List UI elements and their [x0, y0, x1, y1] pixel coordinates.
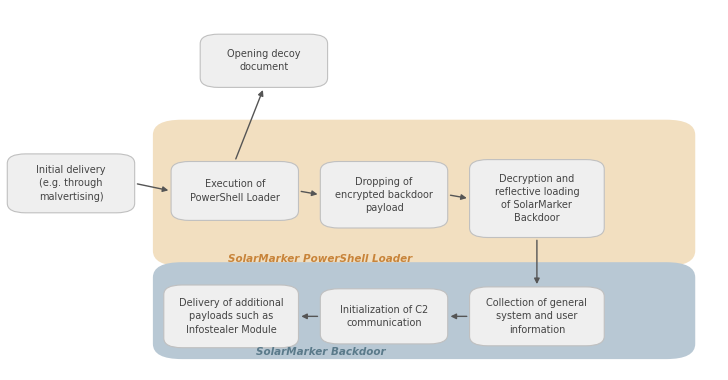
FancyBboxPatch shape	[320, 162, 448, 228]
Text: Initial delivery
(e.g. through
malvertising): Initial delivery (e.g. through malvertis…	[36, 165, 106, 201]
Text: SolarMarker PowerShell Loader: SolarMarker PowerShell Loader	[228, 254, 413, 264]
FancyBboxPatch shape	[171, 162, 298, 220]
FancyBboxPatch shape	[470, 287, 604, 346]
FancyBboxPatch shape	[153, 262, 695, 359]
Text: Collection of general
system and user
information: Collection of general system and user in…	[486, 298, 587, 334]
Text: Dropping of
encrypted backdoor
payload: Dropping of encrypted backdoor payload	[335, 177, 433, 213]
FancyBboxPatch shape	[164, 285, 298, 348]
FancyBboxPatch shape	[7, 154, 135, 213]
Text: Execution of
PowerShell Loader: Execution of PowerShell Loader	[190, 179, 280, 203]
Text: Initialization of C2
communication: Initialization of C2 communication	[340, 305, 428, 328]
Text: SolarMarker Backdoor: SolarMarker Backdoor	[256, 347, 385, 357]
FancyBboxPatch shape	[153, 120, 695, 266]
Text: Delivery of additional
payloads such as
Infostealer Module: Delivery of additional payloads such as …	[179, 298, 283, 334]
FancyBboxPatch shape	[320, 289, 448, 344]
Text: Decryption and
reflective loading
of SolarMarker
Backdoor: Decryption and reflective loading of Sol…	[494, 174, 579, 223]
FancyBboxPatch shape	[470, 160, 604, 238]
FancyBboxPatch shape	[200, 34, 328, 87]
Text: Opening decoy
document: Opening decoy document	[227, 49, 301, 73]
